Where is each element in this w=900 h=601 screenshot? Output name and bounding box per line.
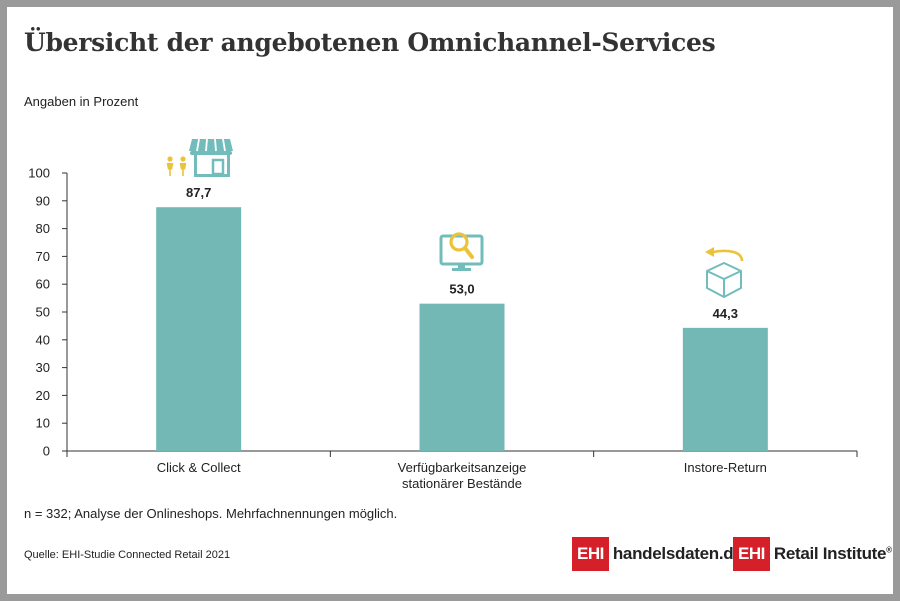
registered-mark: ® (886, 545, 892, 555)
value-label: 44,3 (713, 306, 738, 321)
y-tick-label: 90 (36, 193, 50, 208)
chart-title: Übersicht der angebotenen Omnichannel-Se… (24, 28, 716, 57)
monitor-search-icon (439, 232, 484, 271)
sample-note: n = 332; Analyse der Onlineshops. Mehrfa… (24, 506, 398, 521)
x-tick-label: stationärer Bestände (402, 476, 522, 491)
bars (156, 207, 768, 451)
handelsdaten-logo-text: handelsdaten.de (612, 544, 743, 563)
x-tick-label: Verfügbarkeitsanzeige (398, 460, 527, 475)
x-tick-label: Click & Collect (157, 460, 241, 475)
source-note: Quelle: EHI-Studie Connected Retail 2021 (24, 549, 231, 561)
value-label: 87,7 (186, 185, 211, 200)
bar (682, 327, 768, 451)
value-label: 53,0 (449, 282, 474, 297)
value-labels: 87,7 53,0 44,3 (186, 185, 738, 321)
box-return-icon (705, 247, 744, 298)
ehi-logo-box: EHI (733, 537, 770, 571)
y-tick-label: 10 (36, 416, 50, 431)
y-tick-label: 50 (36, 305, 50, 320)
y-tick-label: 100 (28, 166, 50, 181)
y-tick-label: 20 (36, 388, 50, 403)
x-axis (66, 450, 858, 457)
y-tick-label: 80 (36, 221, 50, 236)
y-tick-label: 60 (36, 277, 50, 292)
y-tick-label: 0 (43, 444, 50, 459)
chart-card (7, 7, 893, 594)
bar (156, 207, 242, 451)
y-tick-label: 40 (36, 332, 50, 347)
y-axis: 0 10 20 30 40 50 60 70 80 90 100 (28, 166, 68, 459)
x-tick-label: Instore-Return (684, 460, 767, 475)
ehi-logo-box: EHI (572, 537, 609, 571)
handelsdaten-logo[interactable]: EHI handelsdaten.de (572, 537, 743, 571)
y-tick-label: 30 (36, 360, 50, 375)
retail-institute-logo[interactable]: EHI Retail Institute® (733, 537, 892, 571)
x-tick-labels: Click & Collect Verfügbarkeitsanzeigestat… (157, 460, 767, 491)
retail-institute-logo-text: Retail Institute (773, 544, 887, 563)
people-store-icon (166, 138, 233, 177)
y-tick-label: 70 (36, 249, 50, 264)
y-axis-unit-label: Angaben in Prozent (24, 94, 139, 109)
bar (419, 303, 505, 451)
